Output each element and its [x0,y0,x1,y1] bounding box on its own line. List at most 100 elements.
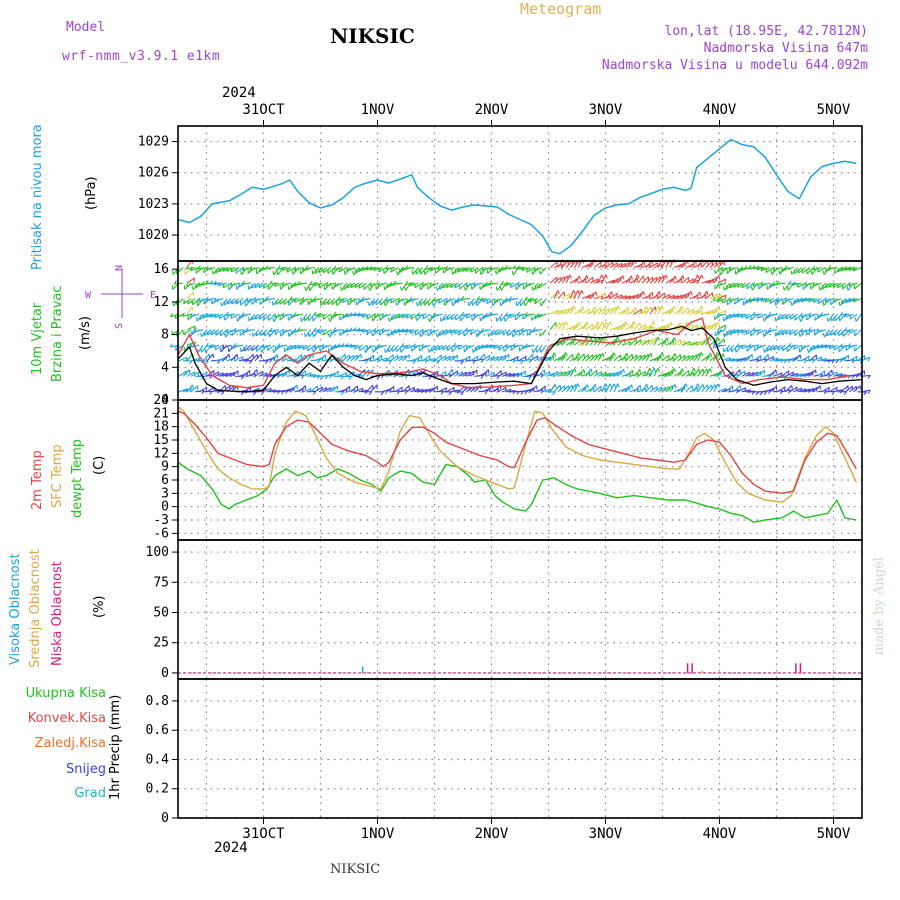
wind-barb-flag [628,278,631,283]
wind-barb [617,275,624,284]
wind-barb [505,282,515,287]
wind-barb [429,266,439,272]
wind-barb-flag [833,346,836,351]
wind-barb-flag [386,283,389,288]
wind-barb-flag [702,384,705,389]
wind-barb [502,372,511,377]
pressure-line [177,138,857,255]
wind-barb-flag [848,329,851,334]
wind-barb-flag [361,266,365,271]
wind-barb [510,356,519,362]
wind-barb-flag [772,372,775,377]
wind-barb [430,385,438,393]
wind-barb-flag [476,296,481,301]
wind-barb-flag [788,342,792,347]
wind-barb [645,260,653,268]
wind-barb-flag [765,314,768,319]
wind-barb [377,282,387,287]
wind-barb [821,387,830,393]
wind-barb-flag [812,298,816,303]
wind-barb-flag [804,297,808,302]
wind-barb [277,344,288,348]
wind-barb [405,266,415,270]
wind-barb [192,298,200,306]
wind-barb [302,388,312,393]
wind-barb [506,389,516,393]
wind-barb-flag [628,373,632,378]
wind-barb-flag [608,295,612,300]
wind-barb [500,298,507,307]
wind-barb [833,344,842,351]
wind-barb-flag [757,329,760,334]
wind-barb [569,356,579,362]
wind-barb-flag [485,312,488,317]
wind-barb [565,260,573,268]
wind-barb [824,344,834,349]
wind-barb [539,329,547,337]
wind-barb [561,308,570,315]
wind-barb-flag [387,347,390,353]
wind-barb-flag [609,383,613,388]
wind-barb [215,329,224,336]
wind-barb-flag [293,328,297,333]
wind-barb [306,353,314,362]
wind-barb [379,298,388,306]
wind-barb [820,313,830,317]
wind-barb [729,358,739,362]
wind-barb-flag [377,343,381,349]
wind-barb [834,313,842,322]
wind-barb [231,298,240,305]
wind-barb-flag [523,301,526,307]
wind-barb-flag [644,311,648,316]
wind-barb [637,370,646,377]
wind-barb-flag [427,301,430,306]
wind-barb-flag [611,291,613,296]
wind-barb [657,352,663,362]
wind-barb [256,329,264,337]
wind-barb-flag [333,344,337,349]
wind-barb [736,344,746,348]
wind-barb [689,367,695,377]
wind-barb-flag [601,274,604,279]
wind-barb [477,353,485,362]
wind-barb [234,329,244,333]
wind-barb [813,385,821,393]
wind-barb [282,369,290,377]
wind-barb-flag [427,348,430,353]
wind-barb-flag [498,345,500,350]
wind-barb [633,339,642,346]
wind-barb-flag [373,266,377,271]
wind-barb [529,385,538,393]
wind-barb [206,353,214,362]
wind-barb-flag [555,322,557,327]
wind-barb-flag [258,267,261,272]
wind-barb-flag [345,312,349,317]
wind-barb [697,274,703,284]
wind-barb [413,344,423,348]
wind-barb [641,306,647,315]
wind-barb-flag [736,297,740,302]
wind-barb-flag [605,321,609,326]
wind-barb-flag [302,345,305,350]
wind-barb [685,354,694,362]
wind-barb [390,354,399,362]
wind-barb-flag [722,353,725,358]
wind-barb [784,298,794,302]
wind-barb [230,353,238,362]
wind-barb-flag [373,327,377,332]
wind-barb [789,386,798,393]
wind-barb-flag [304,286,307,291]
wind-barb-flag [732,329,736,334]
wind-barb [805,387,815,393]
wind-barb [793,344,802,350]
wind-barb [206,298,216,301]
wind-barb [832,298,842,303]
wind-barb [349,344,359,349]
wind-barb-flag [256,369,258,374]
wind-barb [593,371,603,377]
wind-barb [605,307,613,315]
wind-barb-flag [519,301,522,306]
wind-barb [701,368,708,377]
wind-barb [714,267,723,274]
wind-barb-flag [401,313,405,318]
